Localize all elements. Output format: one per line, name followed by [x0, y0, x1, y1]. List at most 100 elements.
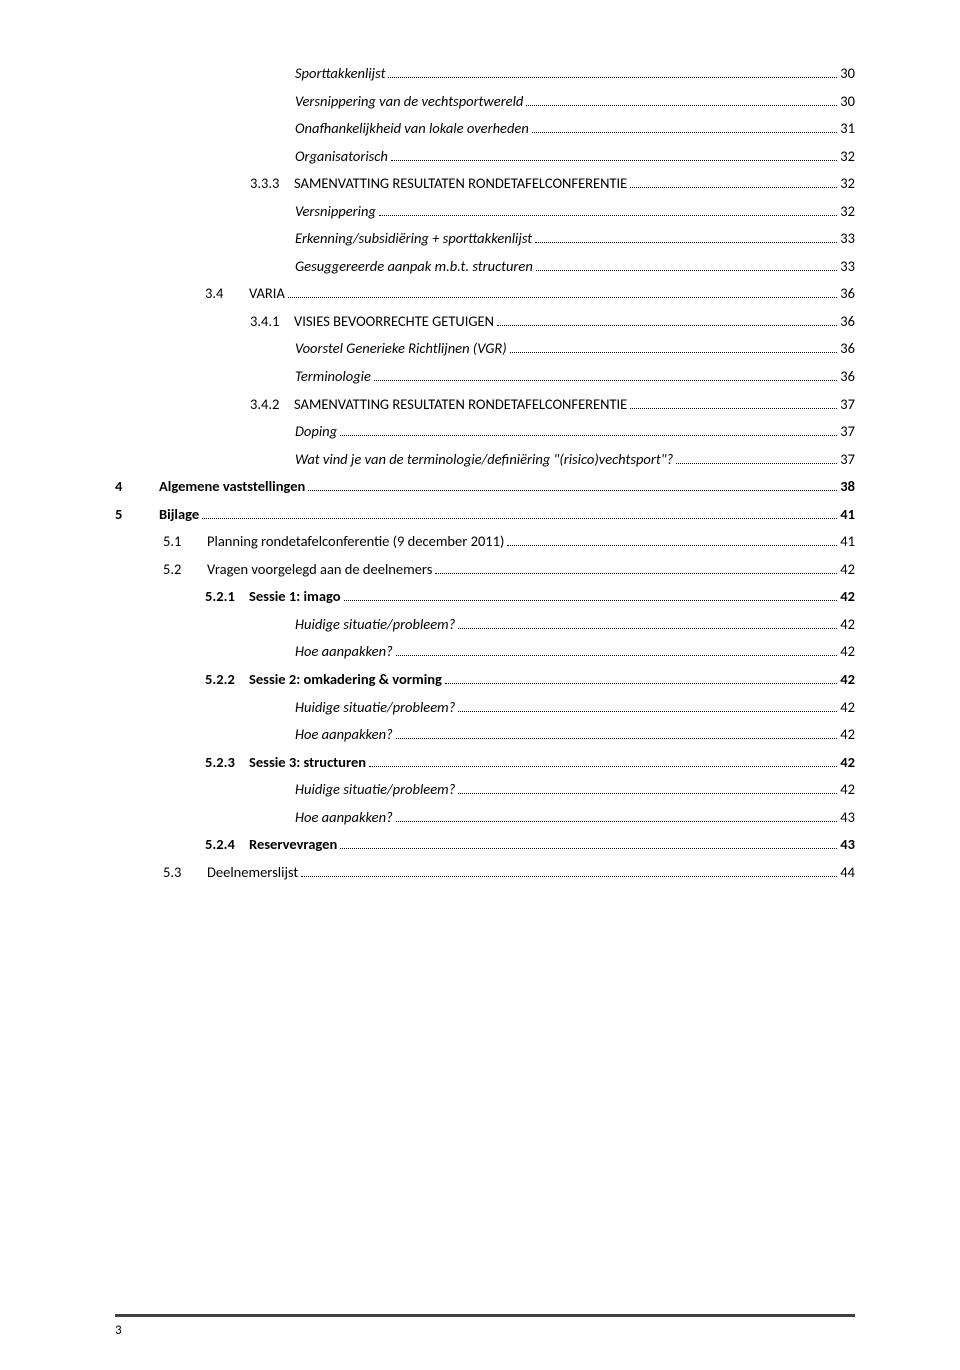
toc-entry: Terminologie 36 — [115, 363, 855, 391]
footer-separator — [115, 1314, 855, 1317]
toc-entry-text: VISIES BEVOORRECHTE GETUIGEN — [294, 312, 494, 330]
toc-entry-label: Voorstel Generieke Richtlijnen (VGR) — [295, 335, 507, 363]
toc-entry-text: Bijlage — [159, 505, 199, 523]
toc-entry: 5.2.2Sessie 2: omkadering & vorming42 — [115, 666, 855, 694]
toc-entry-text: Algemene vaststellingen — [159, 477, 305, 495]
toc-dot-leader — [396, 738, 838, 739]
toc-entry: Erkenning/subsidiëring + sporttakkenlijs… — [115, 225, 855, 253]
toc-entry: Wat vind je van de terminologie/definiër… — [115, 446, 855, 474]
toc-dot-leader — [630, 408, 837, 409]
toc-entry-label: 5.1Planning rondetafelconferentie (9 dec… — [163, 528, 504, 556]
toc-entry-label: Huidige situatie/probleem? — [295, 694, 455, 722]
toc-entry-page: 36 — [840, 335, 855, 363]
toc-dot-leader — [507, 545, 837, 546]
toc-entry-label: Huidige situatie/probleem? — [295, 611, 455, 639]
toc-entry: Hoe aanpakken?42 — [115, 721, 855, 749]
toc-dot-leader — [396, 821, 838, 822]
toc-entry-label: 5.2Vragen voorgelegd aan de deelnemers — [163, 556, 432, 584]
toc-dot-leader — [458, 711, 837, 712]
toc-dot-leader — [532, 132, 838, 133]
toc-entry: 5.2.4Reservevragen43 — [115, 831, 855, 859]
toc-entry-page: 42 — [840, 556, 855, 584]
toc-entry-text: Planning rondetafelconferentie (9 decemb… — [207, 532, 504, 550]
toc-entry-label: Gesuggereerde aanpak m.b.t. structuren — [295, 253, 533, 281]
toc-entry: Onafhankelijkheid van lokale overheden31 — [115, 115, 855, 143]
toc-entry-label: Sporttakkenlijst — [295, 60, 385, 88]
toc-dot-leader — [458, 628, 837, 629]
toc-entry: Hoe aanpakken?43 — [115, 804, 855, 832]
toc-entry: Doping 37 — [115, 418, 855, 446]
toc-entry-text: Sessie 1: imago — [249, 587, 341, 605]
toc-dot-leader — [379, 215, 837, 216]
toc-entry-page: 36 — [840, 308, 855, 336]
toc-entry: 3.3.3SAMENVATTING RESULTATEN RONDETAFELC… — [115, 170, 855, 198]
toc-entry-page: 42 — [840, 611, 855, 639]
toc-entry-number: 4 — [115, 473, 159, 501]
toc-entry-label: 5.2.1Sessie 1: imago — [205, 583, 341, 611]
toc-entry-number: 5.2 — [163, 556, 207, 584]
toc-entry: Versnippering van de vechtsportwereld 30 — [115, 88, 855, 116]
toc-entry-label: Versnippering van de vechtsportwereld — [295, 88, 523, 116]
toc-entry: 5.3Deelnemerslijst44 — [115, 859, 855, 887]
toc-entry-page: 42 — [840, 666, 855, 694]
toc-entry: Voorstel Generieke Richtlijnen (VGR) 36 — [115, 335, 855, 363]
toc-entry-label: Versnippering — [295, 198, 376, 226]
toc-entry-page: 43 — [840, 804, 855, 832]
toc-entry: Huidige situatie/probleem?42 — [115, 694, 855, 722]
toc-entry-page: 32 — [840, 170, 855, 198]
toc-entry-text: Sessie 3: structuren — [249, 753, 366, 771]
toc-entry-page: 31 — [840, 115, 855, 143]
toc-entry: Organisatorisch32 — [115, 143, 855, 171]
toc-entry-label: 5Bijlage — [115, 501, 199, 529]
toc-dot-leader — [526, 105, 837, 106]
toc-entry-number: 3.4.1 — [250, 308, 294, 336]
toc-entry-page: 36 — [840, 363, 855, 391]
toc-entry-page: 44 — [840, 859, 855, 887]
toc-entry-label: Terminologie — [295, 363, 371, 391]
toc-entry-page: 37 — [840, 391, 855, 419]
toc-entry: Hoe aanpakken?42 — [115, 638, 855, 666]
toc-entry-page: 37 — [840, 446, 855, 474]
toc-entry: 4Algemene vaststellingen 38 — [115, 473, 855, 501]
toc-entry: 5.2.3Sessie 3: structuren 42 — [115, 749, 855, 777]
toc-entry-number: 5.1 — [163, 528, 207, 556]
toc-entry-label: Hoe aanpakken? — [295, 638, 393, 666]
toc-dot-leader — [676, 463, 837, 464]
toc-entry-label: 3.4VARIA — [205, 280, 285, 308]
toc-entry: 5.2Vragen voorgelegd aan de deelnemers 42 — [115, 556, 855, 584]
toc-entry-label: 3.4.2SAMENVATTING RESULTATEN RONDETAFELC… — [250, 391, 627, 419]
toc-entry: 3.4.2SAMENVATTING RESULTATEN RONDETAFELC… — [115, 391, 855, 419]
toc-entry-number: 3.4.2 — [250, 391, 294, 419]
toc-entry-label: 5.2.3Sessie 3: structuren — [205, 749, 366, 777]
toc-entry: Versnippering32 — [115, 198, 855, 226]
toc-entry: Sporttakkenlijst30 — [115, 60, 855, 88]
toc-entry-label: Doping — [295, 418, 337, 446]
toc-dot-leader — [396, 655, 838, 656]
toc-entry-number: 3.3.3 — [250, 170, 294, 198]
toc-entry-page: 33 — [840, 253, 855, 281]
toc-entry: 5Bijlage 41 — [115, 501, 855, 529]
toc-entry-number: 5.2.3 — [205, 749, 249, 777]
toc-entry-text: SAMENVATTING RESULTATEN RONDETAFELCONFER… — [294, 395, 627, 413]
toc-dot-leader — [340, 848, 837, 849]
toc-entry-page: 38 — [840, 473, 855, 501]
toc-entry-page: 36 — [840, 280, 855, 308]
toc-dot-leader — [458, 793, 837, 794]
toc-dot-leader — [340, 435, 837, 436]
toc-entry-page: 33 — [840, 225, 855, 253]
toc-entry-text: Vragen voorgelegd aan de deelnemers — [207, 560, 432, 578]
page-number: 3 — [115, 1323, 855, 1338]
toc-dot-leader — [388, 77, 837, 78]
toc-dot-leader — [497, 325, 837, 326]
toc-entry-page: 30 — [840, 88, 855, 116]
toc-dot-leader — [391, 160, 837, 161]
toc-entry-page: 37 — [840, 418, 855, 446]
toc-entry-page: 41 — [840, 501, 855, 529]
toc-entry-page: 42 — [840, 721, 855, 749]
toc-entry: 3.4.1VISIES BEVOORRECHTE GETUIGEN 36 — [115, 308, 855, 336]
toc-entry-page: 42 — [840, 749, 855, 777]
toc-entry: Huidige situatie/probleem?42 — [115, 776, 855, 804]
toc-entry-text: Reservevragen — [249, 835, 337, 853]
toc-entry-text: SAMENVATTING RESULTATEN RONDETAFELCONFER… — [294, 174, 627, 192]
toc-entry-number: 5 — [115, 501, 159, 529]
